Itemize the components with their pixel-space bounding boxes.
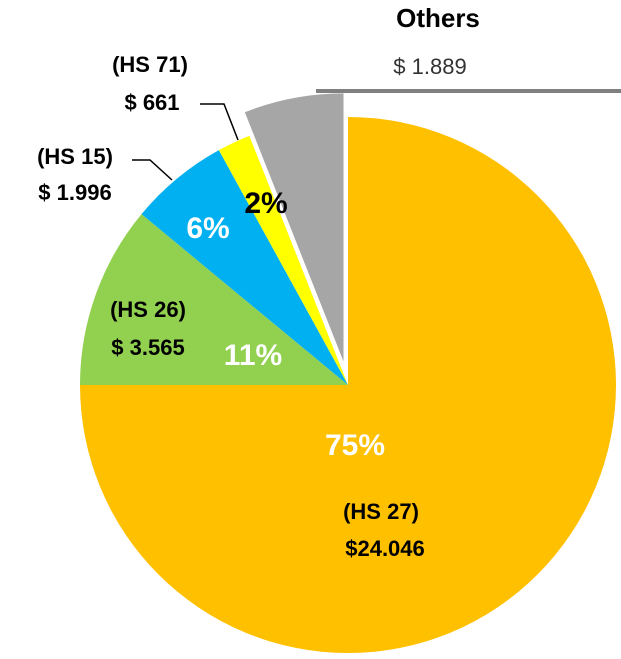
pie-slice <box>218 135 348 385</box>
amount-label: $ 3.565 <box>111 335 184 360</box>
category-label: (HS 26) <box>110 297 186 322</box>
percent-label: 75% <box>325 429 385 462</box>
leader-line <box>132 159 173 181</box>
category-label: Others <box>396 3 480 33</box>
category-label: (HS 71) <box>112 52 188 77</box>
leader-line <box>200 103 239 141</box>
pie-slice <box>80 214 348 385</box>
amount-label: $ 1.996 <box>38 180 111 205</box>
percent-label: 6% <box>186 212 229 245</box>
percent-label: 11% <box>224 339 282 372</box>
category-label: (HS 15) <box>37 144 113 169</box>
pie-slice <box>244 93 344 362</box>
amount-label: $ 661 <box>124 90 179 115</box>
pie-slice <box>141 150 348 385</box>
amount-label: $24.046 <box>345 536 425 561</box>
amount-label: $ 1.889 <box>393 54 466 79</box>
percent-label: 2% <box>244 187 287 220</box>
percent-label: 6% <box>262 66 305 99</box>
category-label: (HS 27) <box>343 499 419 524</box>
